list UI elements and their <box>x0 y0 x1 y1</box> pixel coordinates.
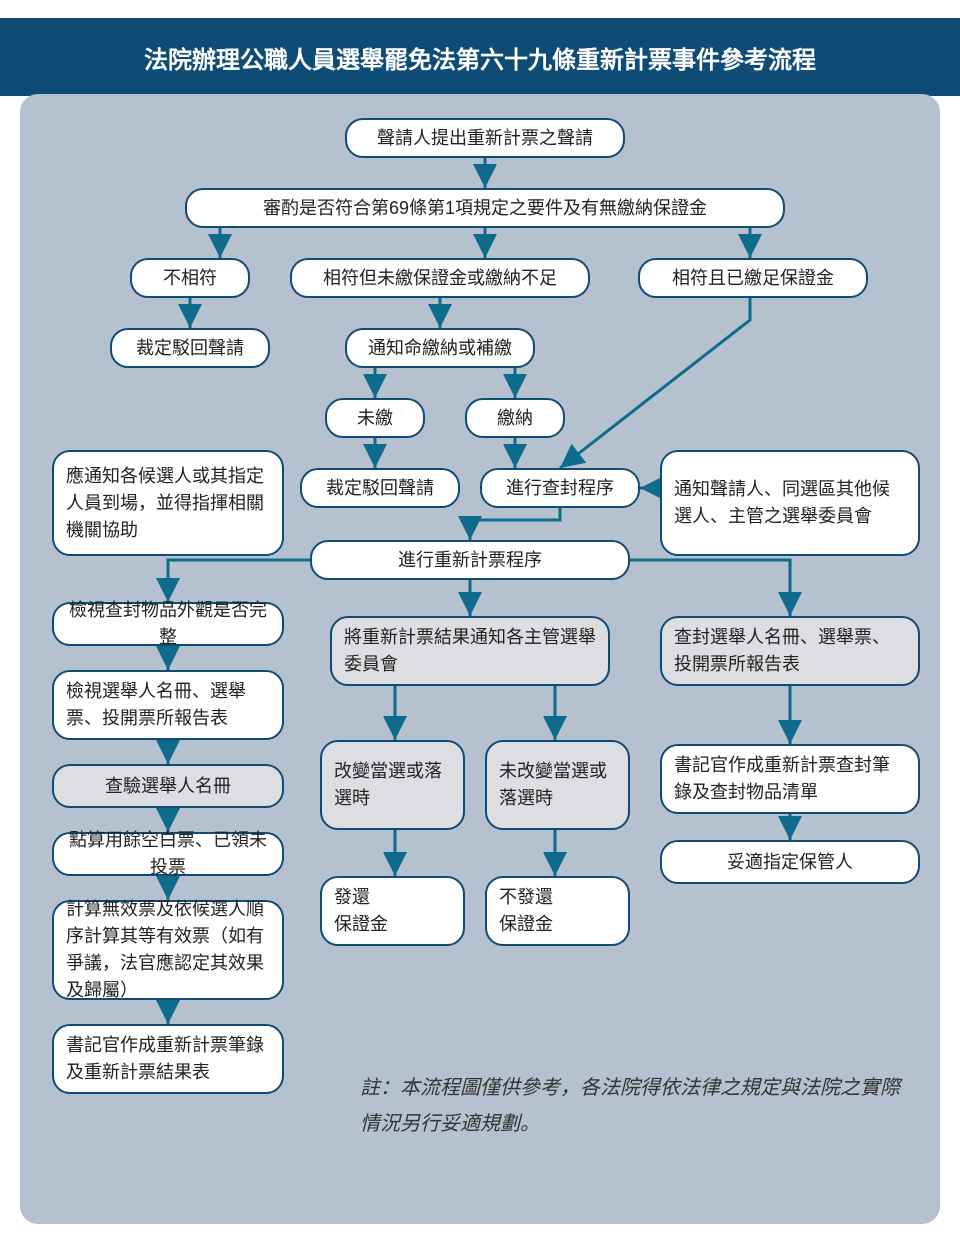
flow-node: 通知聲請人、同選區其他候選人、主管之選舉委員會 <box>660 450 920 556</box>
flow-node: 裁定駁回聲請 <box>110 328 270 368</box>
flow-node: 發還 保證金 <box>320 876 465 946</box>
flow-node: 計算無效票及依候選人順序計算其等有效票（如有爭議，法官應認定其效果及歸屬） <box>52 900 284 1000</box>
flow-node: 不相符 <box>130 258 250 298</box>
flow-node: 相符但未繳保證金或繳納不足 <box>290 258 590 298</box>
flow-node: 將重新計票結果通知各主管選舉委員會 <box>330 616 610 686</box>
flow-node: 繳納 <box>465 398 565 438</box>
flow-node: 裁定駁回聲請 <box>300 468 460 508</box>
flow-node: 通知命繳納或補繳 <box>345 328 535 368</box>
footnote: 註：本流程圖僅供參考，各法院得依法律之規定與法院之實際情況另行妥適規劃。 <box>360 1070 900 1142</box>
flow-node: 查封選舉人名冊、選舉票、投開票所報告表 <box>660 616 920 686</box>
flow-node: 未繳 <box>325 398 425 438</box>
flow-node: 進行重新計票程序 <box>310 540 630 580</box>
flow-node: 妥適指定保管人 <box>660 840 920 884</box>
flow-node: 檢視選舉人名冊、選舉票、投開票所報告表 <box>52 670 284 740</box>
title-text: 法院辦理公職人員選舉罷免法第六十九條重新計票事件參考流程 <box>144 40 816 75</box>
flow-node: 點算用餘空白票、已領未投票 <box>52 832 284 876</box>
flow-node: 檢視查封物品外觀是否完整 <box>52 602 284 646</box>
flow-node: 未改變當選或落選時 <box>485 740 630 830</box>
flow-node: 應通知各候選人或其指定人員到場，並得指揮相關機關協助 <box>52 450 284 556</box>
flowchart-page: 法院辦理公職人員選舉罷免法第六十九條重新計票事件參考流程 聲請人提出重新計票之聲… <box>0 0 960 1247</box>
flow-node: 相符且已繳足保證金 <box>638 258 868 298</box>
flow-node: 書記官作成重新計票筆錄及重新計票結果表 <box>52 1024 284 1094</box>
flow-node: 不發還 保證金 <box>485 876 630 946</box>
flow-node: 書記官作成重新計票查封筆錄及查封物品清單 <box>660 744 920 814</box>
flow-node: 改變當選或落選時 <box>320 740 465 830</box>
flow-node: 審酌是否符合第69條第1項規定之要件及有無繳納保證金 <box>185 188 785 228</box>
flow-node: 進行查封程序 <box>480 468 640 508</box>
flow-node: 聲請人提出重新計票之聲請 <box>345 118 625 158</box>
title-bar: 法院辦理公職人員選舉罷免法第六十九條重新計票事件參考流程 <box>0 18 960 96</box>
footnote-text: 註：本流程圖僅供參考，各法院得依法律之規定與法院之實際情況另行妥適規劃。 <box>360 1077 900 1135</box>
flow-node: 查驗選舉人名冊 <box>52 764 284 808</box>
